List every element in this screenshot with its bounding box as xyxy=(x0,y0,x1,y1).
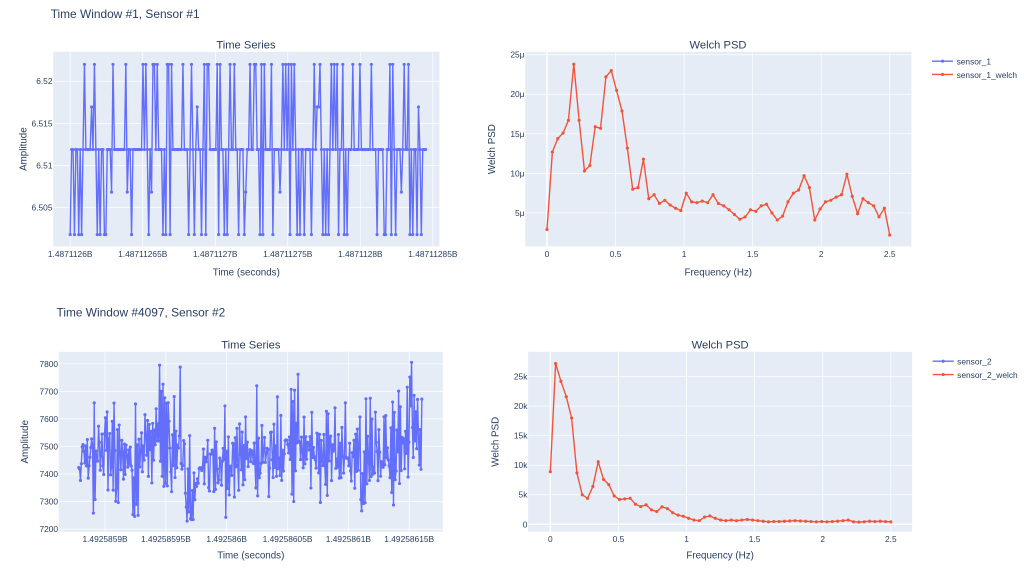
svg-text:7200: 7200 xyxy=(39,524,58,534)
svg-text:Time Series: Time Series xyxy=(216,39,276,51)
svg-text:15k: 15k xyxy=(514,431,528,441)
svg-text:sensor_1: sensor_1 xyxy=(957,56,992,66)
svg-text:Frequency (Hz): Frequency (Hz) xyxy=(686,551,754,562)
svg-text:5μ: 5μ xyxy=(515,208,525,218)
svg-text:1.48711265B: 1.48711265B xyxy=(118,249,168,259)
svg-text:Amplitude: Amplitude xyxy=(20,419,31,463)
svg-text:10μ: 10μ xyxy=(510,168,524,178)
svg-text:25k: 25k xyxy=(514,372,528,382)
svg-text:7500: 7500 xyxy=(39,441,58,451)
svg-text:15μ: 15μ xyxy=(510,129,524,139)
svg-text:2.5: 2.5 xyxy=(885,534,897,544)
svg-text:1.4871126B: 1.4871126B xyxy=(48,249,93,259)
svg-text:1.49258615B: 1.49258615B xyxy=(384,534,434,544)
svg-text:1.48711275B: 1.48711275B xyxy=(263,249,313,259)
svg-text:6.505: 6.505 xyxy=(32,203,53,213)
svg-text:7300: 7300 xyxy=(39,496,58,506)
svg-text:2: 2 xyxy=(820,534,825,544)
svg-text:7400: 7400 xyxy=(39,469,58,479)
svg-text:Welch PSD: Welch PSD xyxy=(487,124,498,174)
svg-text:6.52: 6.52 xyxy=(36,76,53,86)
svg-text:Welch PSD: Welch PSD xyxy=(690,39,747,51)
svg-text:1.5: 1.5 xyxy=(747,249,759,259)
svg-text:1.49258605B: 1.49258605B xyxy=(263,534,313,544)
svg-text:5k: 5k xyxy=(519,490,529,500)
svg-text:Time Window #1, Sensor #1: Time Window #1, Sensor #1 xyxy=(51,7,200,21)
svg-text:7600: 7600 xyxy=(39,414,58,424)
svg-text:7700: 7700 xyxy=(39,386,58,396)
svg-text:1: 1 xyxy=(684,534,689,544)
svg-text:Welch PSD: Welch PSD xyxy=(692,339,749,351)
svg-text:2.5: 2.5 xyxy=(884,249,896,259)
svg-text:Time (seconds): Time (seconds) xyxy=(213,267,280,278)
svg-text:Frequency (Hz): Frequency (Hz) xyxy=(685,267,753,278)
svg-text:1.48711285B: 1.48711285B xyxy=(408,249,458,259)
svg-text:Time Window #4097, Sensor #2: Time Window #4097, Sensor #2 xyxy=(57,306,226,320)
svg-text:25μ: 25μ xyxy=(510,50,524,60)
svg-text:0: 0 xyxy=(548,534,553,544)
svg-text:1.4871127B: 1.4871127B xyxy=(193,249,238,259)
svg-text:Time (seconds): Time (seconds) xyxy=(217,551,284,562)
svg-text:6.515: 6.515 xyxy=(32,118,53,128)
svg-text:1.4925861B: 1.4925861B xyxy=(326,534,372,544)
svg-text:1: 1 xyxy=(682,249,687,259)
svg-text:1.492586B: 1.492586B xyxy=(206,534,247,544)
svg-text:7800: 7800 xyxy=(39,359,58,369)
svg-text:1.4871128B: 1.4871128B xyxy=(338,249,383,259)
svg-text:Welch PSD: Welch PSD xyxy=(490,417,501,467)
svg-text:sensor_2_welch: sensor_2_welch xyxy=(957,370,1018,380)
svg-text:0.5: 0.5 xyxy=(613,534,625,544)
svg-text:20μ: 20μ xyxy=(510,89,524,99)
svg-text:Amplitude: Amplitude xyxy=(19,127,30,171)
svg-text:1.49258595B: 1.49258595B xyxy=(141,534,191,544)
svg-text:10k: 10k xyxy=(514,460,528,470)
svg-text:1.5: 1.5 xyxy=(749,534,761,544)
svg-text:sensor_1_welch: sensor_1_welch xyxy=(957,70,1018,80)
svg-text:6.51: 6.51 xyxy=(36,160,53,170)
svg-text:0: 0 xyxy=(545,249,550,259)
svg-text:0.5: 0.5 xyxy=(610,249,622,259)
svg-text:sensor_2: sensor_2 xyxy=(957,357,992,367)
svg-text:1.4925859B: 1.4925859B xyxy=(82,534,128,544)
svg-text:20k: 20k xyxy=(514,401,528,411)
svg-text:0: 0 xyxy=(523,519,528,529)
svg-text:Time Series: Time Series xyxy=(221,339,281,351)
svg-text:2: 2 xyxy=(819,249,824,259)
